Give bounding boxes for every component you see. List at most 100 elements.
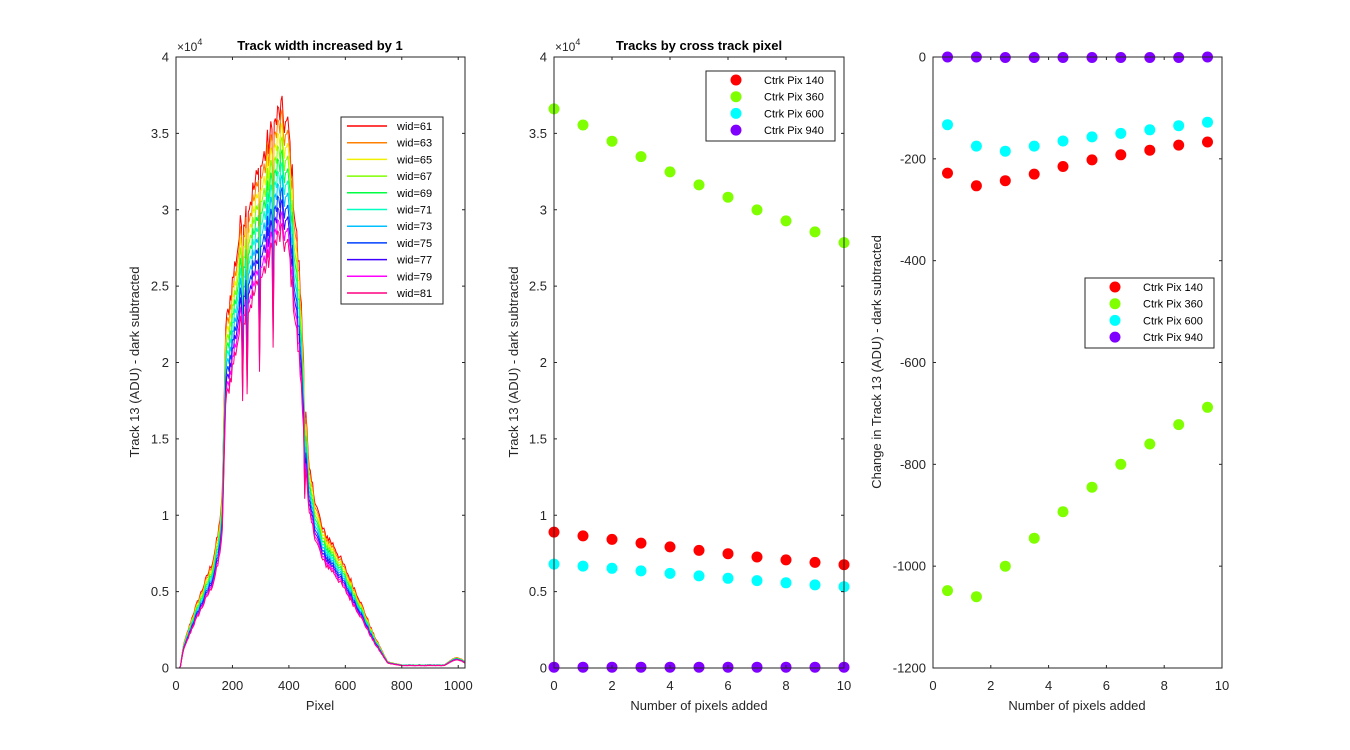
y-axis-label: Change in Track 13 (ADU) - dark subtract… xyxy=(869,235,884,489)
y-tick-label: -800 xyxy=(900,457,926,472)
data-point xyxy=(942,167,953,179)
legend-label: wid=81 xyxy=(396,288,432,300)
x-tick-label: 600 xyxy=(334,678,356,693)
data-point xyxy=(606,533,618,545)
data-point xyxy=(970,180,982,192)
y-tick-label: 1 xyxy=(162,508,169,523)
y-tick-label: 3 xyxy=(162,202,169,217)
y-tick-label: 0 xyxy=(540,661,547,676)
data-point xyxy=(751,575,763,587)
data-point xyxy=(1202,401,1213,413)
legend-label: wid=75 xyxy=(396,238,432,250)
data-point xyxy=(1028,168,1040,180)
y-tick-label: 4 xyxy=(540,50,547,65)
data-point xyxy=(809,579,821,591)
y-tick-label: 3.5 xyxy=(151,126,169,141)
legend: wid=61 wid=63 wid=65 wid=67 wid=69 wid=71 wid=… xyxy=(340,116,444,305)
data-point xyxy=(1144,144,1156,156)
legend-label: wid=67 xyxy=(396,171,432,183)
data-point xyxy=(970,591,982,603)
y-tick-label: 2 xyxy=(540,355,547,370)
data-point xyxy=(1115,127,1127,139)
data-point xyxy=(1144,438,1156,450)
data-point xyxy=(1086,154,1098,166)
y-tick-label: 0 xyxy=(162,661,169,676)
svg-text:×104: ×104 xyxy=(177,37,202,54)
x-tick-label: 8 xyxy=(782,678,789,693)
legend-label: wid=65 xyxy=(396,154,432,166)
legend-label: Ctrk Pix 140 xyxy=(764,75,824,87)
x-tick-label: 10 xyxy=(837,678,851,693)
y-tick-label: 2 xyxy=(162,355,169,370)
y-tick-label: 2.5 xyxy=(529,279,547,294)
data-point xyxy=(809,661,821,673)
legend-label: Ctrk Pix 940 xyxy=(764,125,824,137)
plot-points xyxy=(548,103,850,673)
y-tick-label: -400 xyxy=(900,253,926,268)
legend-marker xyxy=(1109,281,1121,293)
data-point xyxy=(999,145,1011,157)
data-point xyxy=(809,226,821,238)
data-point xyxy=(606,562,618,574)
panel-cross-track: 0 2 4 6 8 10 0 0.5 1 1.5 2 2.5 3 3.5 4 Tracks by cross… xyxy=(506,37,851,713)
legend-label: Ctrk Pix 600 xyxy=(764,108,824,120)
data-point xyxy=(751,204,763,216)
data-point xyxy=(693,544,705,556)
data-point xyxy=(722,191,734,203)
x-tick-label: 4 xyxy=(1045,678,1052,693)
data-point xyxy=(1086,481,1098,493)
x-tick-label: 0 xyxy=(929,678,936,693)
data-point xyxy=(1202,136,1213,148)
data-point xyxy=(942,119,953,131)
legend-label: Ctrk Pix 360 xyxy=(1143,299,1203,311)
data-point xyxy=(693,661,705,673)
data-point xyxy=(1057,135,1069,147)
x-tick-label: 10 xyxy=(1215,678,1229,693)
legend-marker xyxy=(730,107,742,119)
data-point xyxy=(1173,120,1185,132)
panel-change: 0 2 4 6 8 10 -1200 -1000 -800 -600 -400 -200 0 Numbe… xyxy=(869,50,1229,714)
data-point xyxy=(809,556,821,568)
data-point xyxy=(1173,419,1185,431)
x-tick-label: 800 xyxy=(391,678,413,693)
y-tick-label: 4 xyxy=(162,50,169,65)
legend-label: Ctrk Pix 140 xyxy=(1143,282,1203,294)
legend: Ctrk Pix 140 Ctrk Pix 360 Ctrk Pix 600 Ctrk… xyxy=(705,70,836,142)
data-point xyxy=(577,119,589,131)
legend-label: wid=73 xyxy=(396,221,432,233)
data-point xyxy=(1115,458,1127,470)
legend-marker xyxy=(1109,314,1121,326)
y-tick-label: 0.5 xyxy=(529,584,547,599)
x-tick-label: 200 xyxy=(222,678,244,693)
x-tick-label: 6 xyxy=(724,678,731,693)
data-point xyxy=(999,175,1011,187)
data-point xyxy=(722,572,734,584)
legend-box xyxy=(1084,277,1215,349)
legend-marker xyxy=(1109,331,1121,343)
data-point xyxy=(577,530,589,542)
y-tick-label: 1.5 xyxy=(529,431,547,446)
data-point xyxy=(999,560,1011,572)
data-point xyxy=(577,661,589,673)
x-tick-label: 8 xyxy=(1161,678,1168,693)
data-point xyxy=(780,577,792,589)
data-point xyxy=(635,661,647,673)
legend-label: wid=61 xyxy=(396,121,432,133)
legend-label: wid=69 xyxy=(396,188,432,200)
data-point xyxy=(1115,149,1127,161)
data-point xyxy=(942,585,953,597)
legend-marker xyxy=(730,74,742,86)
y-tick-label: 3 xyxy=(540,202,547,217)
chart-title: Track width increased by 1 xyxy=(237,38,402,53)
y-exponent-label: ×104 xyxy=(555,37,580,54)
data-point xyxy=(1057,506,1069,518)
legend-label: wid=79 xyxy=(396,271,432,283)
y-exponent-label: ×104 xyxy=(177,37,202,54)
legend-label: wid=63 xyxy=(396,138,432,150)
data-point xyxy=(970,140,982,152)
axes-background xyxy=(554,57,844,668)
legend-label: wid=77 xyxy=(396,255,432,267)
legend-marker xyxy=(1109,298,1121,310)
legend-marker xyxy=(730,124,742,136)
